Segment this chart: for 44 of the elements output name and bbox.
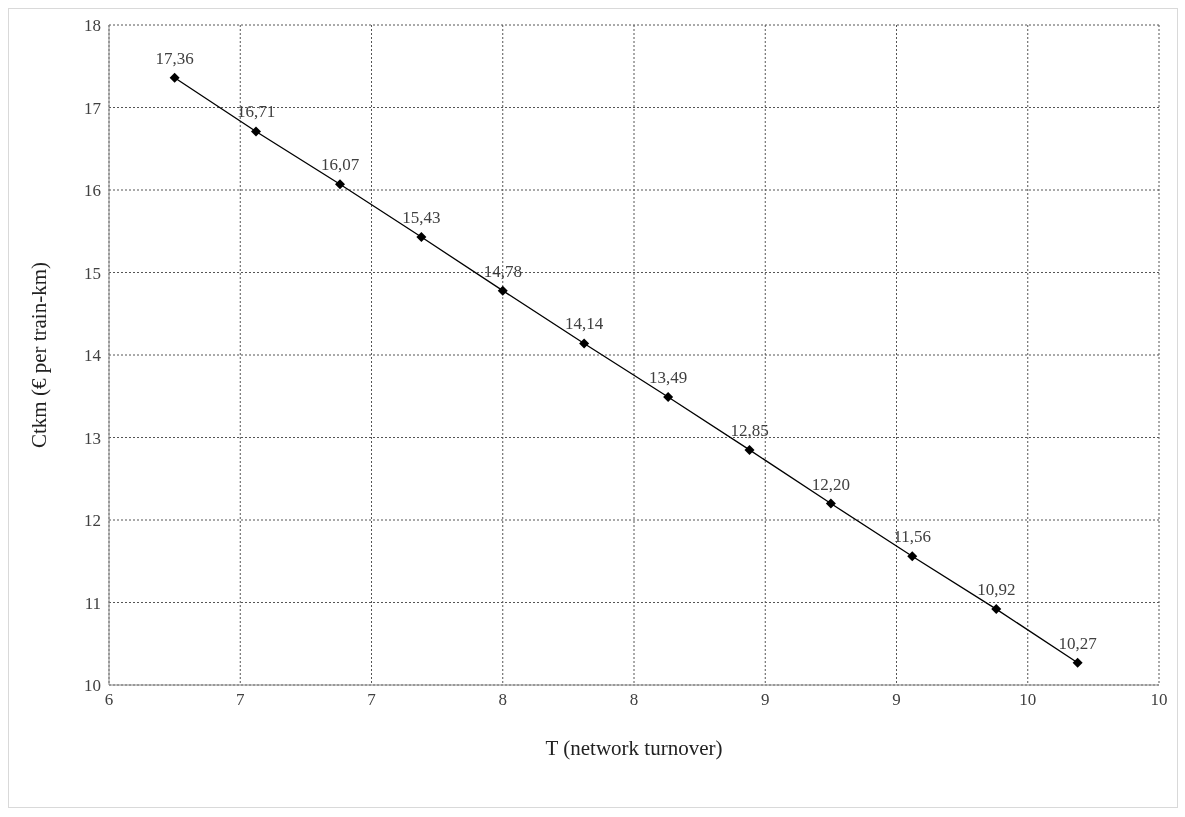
point: [416, 232, 427, 243]
x-tick-label: 8: [498, 690, 507, 710]
point: [907, 551, 918, 562]
data-label: 16,07: [320, 155, 360, 175]
point: [497, 285, 508, 296]
x-tick-label: 8: [629, 690, 639, 710]
point: [744, 444, 755, 455]
data-label: 12,20: [811, 474, 850, 494]
data-label: 14,14: [565, 314, 604, 334]
point: [335, 179, 345, 190]
x-tick-label: 10: [1019, 690, 1037, 710]
point: [251, 126, 261, 137]
x-tick-label: 10: [1150, 690, 1168, 710]
y-tick-label: 12: [84, 511, 101, 531]
data-label: 16,71: [236, 102, 276, 122]
point: [1072, 657, 1083, 668]
point: [579, 338, 590, 349]
data-label: 14,78: [483, 261, 522, 281]
data-label: 13,49: [649, 368, 688, 388]
y-axis-title: Ctkm (€ per train-km): [27, 261, 52, 449]
data-label: 10,27: [1058, 633, 1098, 653]
data-label: 10,92: [977, 580, 1016, 600]
x-tick-label: 9: [761, 690, 770, 710]
y-tick-label: 18: [84, 16, 101, 36]
data-label: 12,85: [730, 420, 769, 440]
data-label: 11,56: [893, 527, 932, 547]
point: [825, 498, 836, 509]
y-tick-label: 14: [84, 346, 102, 366]
x-tick-label: 7: [236, 690, 245, 710]
data-label: 15,43: [402, 208, 441, 228]
y-tick-label: 11: [84, 593, 101, 613]
x-tick-label: 6: [104, 690, 114, 710]
x-tick-label: 9: [892, 690, 901, 710]
y-tick-label: 17: [84, 98, 102, 118]
point: [663, 392, 674, 403]
x-tick-label: 7: [367, 690, 377, 710]
point: [169, 72, 180, 83]
y-tick-label: 10: [84, 676, 101, 696]
y-tick-label: 13: [84, 428, 101, 448]
y-tick-label: 16: [84, 181, 101, 201]
data-label: 17,36: [155, 48, 194, 68]
y-tick-label: 15: [84, 263, 101, 283]
point: [991, 604, 1002, 615]
x-axis-title: T (network turnover): [545, 736, 723, 760]
